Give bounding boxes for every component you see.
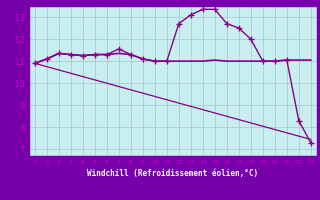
- X-axis label: Windchill (Refroidissement éolien,°C): Windchill (Refroidissement éolien,°C): [87, 169, 258, 178]
